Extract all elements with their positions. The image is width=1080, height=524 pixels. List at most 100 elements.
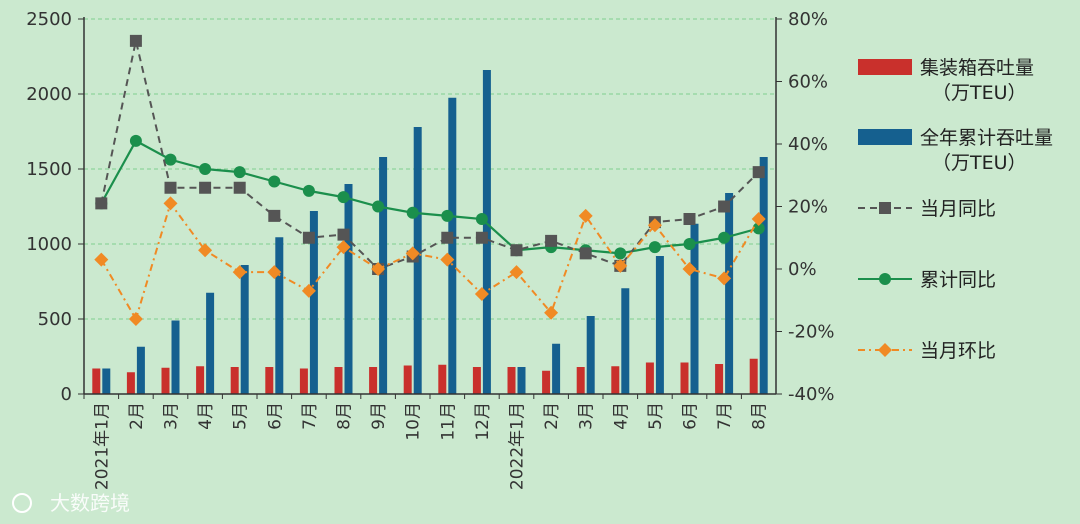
point-mom-monthly — [267, 265, 282, 280]
bar-cumulative-throughput — [309, 211, 318, 394]
bar-monthly-throughput — [472, 367, 481, 394]
watermark-text: 大数跨境 — [50, 491, 130, 515]
legend-unit: （万TEU） — [932, 82, 1027, 104]
point-mom-monthly — [371, 262, 386, 276]
right-tick-label: 80% — [788, 9, 828, 30]
point-yoy-cumulative — [233, 166, 246, 179]
point-yoy-monthly — [337, 228, 350, 241]
point-yoy-cumulative — [683, 238, 696, 250]
bar-cumulative-throughput — [102, 368, 111, 394]
bar-monthly-throughput — [715, 364, 724, 394]
bar-cumulative-throughput — [725, 193, 734, 394]
point-yoy-monthly — [510, 244, 523, 257]
bar-monthly-throughput — [507, 367, 516, 394]
bar-monthly-throughput — [576, 367, 585, 394]
bar-monthly-throughput — [645, 362, 654, 394]
x-tick-label: 2月 — [127, 402, 147, 430]
point-yoy-cumulative — [302, 184, 315, 197]
bar-monthly-throughput — [680, 362, 689, 394]
point-mom-monthly — [163, 196, 178, 211]
legend-label: 累计同比 — [920, 269, 996, 291]
right-tick-label: -40% — [788, 384, 835, 405]
line-group — [94, 34, 766, 326]
bar-monthly-throughput — [403, 365, 412, 394]
legend-label: 当月同比 — [920, 198, 996, 220]
point-yoy-monthly — [718, 200, 731, 213]
x-tick-label: 4月 — [611, 402, 631, 430]
point-yoy-cumulative — [129, 134, 142, 147]
point-yoy-monthly — [95, 197, 108, 210]
point-yoy-monthly — [129, 34, 142, 47]
legend-swatch — [858, 59, 912, 75]
right-tick-label: 20% — [788, 197, 828, 218]
bar-monthly-throughput — [92, 368, 101, 394]
bar-cumulative-throughput — [240, 265, 249, 394]
bar-group — [92, 70, 768, 394]
point-mom-monthly — [578, 208, 593, 223]
left-tick-label: 2000 — [26, 84, 72, 105]
point-yoy-cumulative — [614, 247, 627, 260]
bar-cumulative-throughput — [552, 343, 561, 394]
point-mom-monthly — [232, 265, 247, 280]
x-tick-label: 8月 — [335, 402, 355, 430]
point-mom-monthly — [405, 246, 420, 261]
axes: 0 500 1000 1500 2000 2500 -40% -20% 0% 20% 40% 60% 8… — [26, 9, 834, 490]
point-yoy-monthly — [233, 181, 246, 194]
x-tick-label: 4月 — [196, 402, 216, 430]
x-tick-label: 2022年1月 — [508, 402, 528, 490]
bar-cumulative-throughput — [655, 256, 664, 394]
legend-marker — [879, 202, 891, 214]
x-tick-label: 10月 — [404, 402, 424, 441]
right-tick-label: 40% — [788, 134, 828, 155]
left-tick-label: 0 — [61, 384, 72, 405]
left-tick-label: 1500 — [26, 159, 72, 180]
legend-label: 当月环比 — [920, 340, 996, 362]
bar-monthly-throughput — [299, 368, 308, 394]
point-yoy-monthly — [199, 181, 212, 194]
point-mom-monthly — [717, 271, 732, 286]
watermark: 大数跨境 — [12, 491, 130, 515]
bar-cumulative-throughput — [171, 320, 180, 394]
x-tick-label: 3月 — [162, 402, 182, 430]
bar-monthly-throughput — [749, 358, 758, 394]
point-yoy-cumulative — [648, 241, 661, 254]
bar-cumulative-throughput — [379, 157, 388, 394]
point-mom-monthly — [198, 243, 213, 258]
x-tick-label: 7月 — [300, 402, 320, 430]
point-yoy-cumulative — [372, 200, 385, 213]
left-tick-label: 1000 — [26, 234, 72, 255]
point-mom-monthly — [474, 287, 489, 301]
bar-cumulative-throughput — [690, 223, 699, 394]
bar-monthly-throughput — [334, 367, 343, 394]
point-mom-monthly — [128, 312, 143, 326]
x-tick-label: 5月 — [646, 402, 666, 430]
bar-cumulative-throughput — [621, 288, 630, 394]
x-tick-label: 2月 — [542, 402, 562, 430]
point-yoy-cumulative — [268, 175, 281, 188]
bar-cumulative-throughput — [136, 346, 145, 394]
point-mom-monthly — [682, 262, 697, 276]
bar-monthly-throughput — [369, 367, 378, 394]
bar-cumulative-throughput — [344, 184, 353, 394]
point-mom-monthly — [751, 212, 766, 226]
point-mom-monthly — [544, 305, 559, 320]
bar-cumulative-throughput — [517, 367, 526, 394]
point-yoy-monthly — [545, 234, 558, 247]
point-yoy-cumulative — [199, 163, 212, 175]
point-mom-monthly — [647, 218, 662, 233]
series-line-yoy-monthly — [100, 40, 760, 271]
x-tick-label: 5月 — [231, 402, 251, 430]
point-yoy-cumulative — [337, 191, 350, 204]
left-tick-label: 500 — [38, 309, 72, 330]
legend-marker — [879, 273, 891, 285]
x-tick-label: 7月 — [715, 402, 735, 430]
x-tick-label: 8月 — [750, 402, 770, 430]
x-tick-label: 11月 — [438, 402, 458, 441]
right-tick-label: 0% — [788, 259, 817, 280]
point-yoy-cumulative — [752, 222, 765, 235]
bar-monthly-throughput — [438, 364, 447, 394]
point-yoy-monthly — [475, 231, 488, 244]
legend-label: 集装箱吞吐量 — [920, 57, 1034, 79]
x-tick-label: 3月 — [577, 402, 597, 430]
x-tick-label: 2021年1月 — [92, 402, 112, 490]
